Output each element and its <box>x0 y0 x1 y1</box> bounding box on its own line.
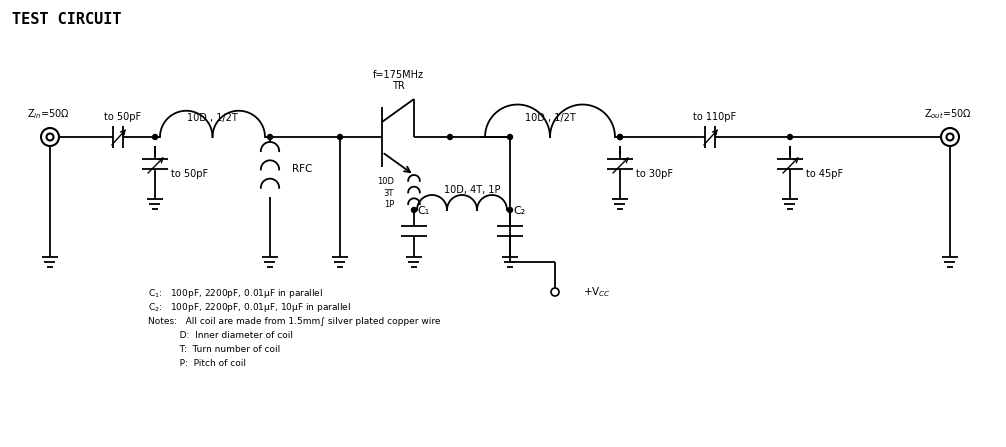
Text: Notes:   All coil are made from 1.5mm∫ silver plated copper wire: Notes: All coil are made from 1.5mm∫ sil… <box>148 317 441 326</box>
Text: to 110pF: to 110pF <box>693 112 736 122</box>
Circle shape <box>507 135 512 139</box>
Circle shape <box>618 135 623 139</box>
Text: to 30pF: to 30pF <box>636 169 673 179</box>
Circle shape <box>788 135 793 139</box>
Text: RFC: RFC <box>292 164 313 174</box>
Text: P:  Pitch of coil: P: Pitch of coil <box>148 359 246 368</box>
Circle shape <box>411 207 416 212</box>
Circle shape <box>337 135 342 139</box>
Circle shape <box>448 135 453 139</box>
Text: C$_1$:   100pF, 2200pF, 0.01μF in parallel: C$_1$: 100pF, 2200pF, 0.01μF in parallel <box>148 287 323 300</box>
Text: 10D
3T
1P: 10D 3T 1P <box>377 177 394 209</box>
Text: 10D, 4T, 1P: 10D, 4T, 1P <box>444 185 500 195</box>
Text: Z$_{in}$=50$\Omega$: Z$_{in}$=50$\Omega$ <box>26 107 69 121</box>
Text: Z$_{out}$=50$\Omega$: Z$_{out}$=50$\Omega$ <box>925 107 972 121</box>
Text: C$_2$:   100pF, 2200pF, 0.01μF, 10μF in parallel: C$_2$: 100pF, 2200pF, 0.01μF, 10μF in pa… <box>148 301 351 315</box>
Text: TR: TR <box>391 81 404 91</box>
Text: +V$_{CC}$: +V$_{CC}$ <box>583 285 611 299</box>
Text: f=175MHz: f=175MHz <box>372 70 424 80</box>
Circle shape <box>618 135 623 139</box>
Text: 10D , 1/2T: 10D , 1/2T <box>187 113 237 123</box>
Text: to 45pF: to 45pF <box>806 169 843 179</box>
Text: TEST CIRCUIT: TEST CIRCUIT <box>12 12 122 27</box>
Circle shape <box>268 135 273 139</box>
Text: to 50pF: to 50pF <box>171 169 208 179</box>
Text: D:  Inner diameter of coil: D: Inner diameter of coil <box>148 332 293 341</box>
Text: T:  Turn number of coil: T: Turn number of coil <box>148 346 281 354</box>
Circle shape <box>507 207 512 212</box>
Text: C₁: C₁ <box>417 206 430 216</box>
Text: to 50pF: to 50pF <box>105 112 142 122</box>
Text: C₂: C₂ <box>513 206 525 216</box>
Circle shape <box>153 135 158 139</box>
Text: 10D , 1/2T: 10D , 1/2T <box>524 113 575 123</box>
